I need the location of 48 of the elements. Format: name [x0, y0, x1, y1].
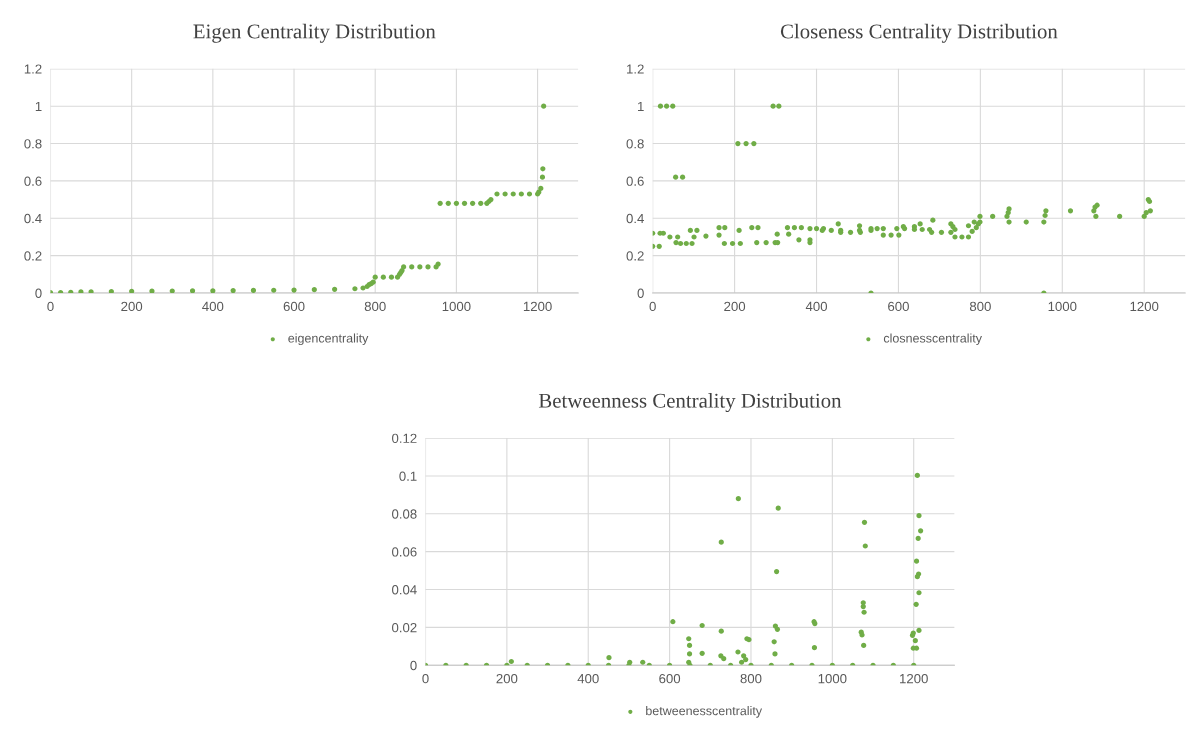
y-tick-label: 0.08 — [392, 509, 417, 519]
x-tick-label: 1000 — [442, 301, 471, 312]
x-tick-label: 600 — [283, 301, 305, 312]
x-tick-label: 0 — [649, 301, 656, 312]
y-tick-label: 0.2 — [626, 251, 644, 261]
x-tick-label: 1200 — [1130, 301, 1159, 312]
chart-title: Closeness Centrality Distribution — [780, 23, 1058, 43]
chart-title: Betweenness Centrality Distribution — [538, 393, 842, 413]
x-tick-label: 1200 — [523, 301, 552, 312]
x-tick-label: 200 — [724, 301, 746, 312]
x-tick-label: 400 — [577, 673, 599, 684]
y-tick-label: 0.8 — [626, 139, 644, 149]
y-tick-label: 0.06 — [392, 547, 417, 557]
x-tick-label: 200 — [121, 301, 143, 312]
x-tick-label: 200 — [496, 673, 518, 684]
x-tick-label: 800 — [364, 301, 386, 312]
y-tick-label: 0.02 — [392, 622, 417, 633]
x-tick-label: 1000 — [818, 673, 847, 684]
y-tick-label: 0.2 — [24, 251, 42, 261]
x-tick-label: 600 — [659, 673, 681, 684]
y-tick-label: 0 — [410, 660, 417, 671]
legend-label: betweenesscentrality — [646, 706, 763, 718]
y-tick-label: 0 — [35, 288, 42, 298]
y-tick-label: 0.12 — [392, 433, 417, 443]
x-tick-label: 800 — [969, 301, 991, 312]
x-tick-label: 0 — [47, 301, 54, 312]
legend-label: eigencentrality — [288, 333, 369, 346]
y-tick-label: 0.6 — [24, 176, 42, 186]
x-tick-label: 400 — [202, 301, 224, 312]
y-tick-label: 1 — [638, 101, 644, 111]
y-tick-label: 1.2 — [627, 64, 644, 74]
y-tick-label: 0.4 — [24, 213, 42, 224]
y-tick-label: 1 — [35, 101, 42, 111]
x-tick-label: 800 — [740, 673, 762, 684]
legend-label: closnesscentrality — [883, 333, 982, 346]
y-tick-label: 0.8 — [24, 139, 42, 149]
y-tick-label: 0.1 — [399, 471, 417, 481]
y-tick-label: 0.04 — [392, 585, 417, 595]
y-tick-label: 1.2 — [24, 64, 42, 74]
x-tick-label: 1200 — [900, 673, 928, 684]
y-tick-label: 0 — [637, 288, 644, 298]
y-tick-label: 0.6 — [626, 176, 644, 186]
x-tick-label: 1000 — [1048, 301, 1077, 312]
x-tick-label: 0 — [422, 673, 429, 684]
x-tick-label: 400 — [805, 301, 828, 312]
chart-title: Eigen Centrality Distribution — [193, 23, 436, 43]
x-tick-label: 600 — [888, 301, 909, 312]
y-tick-label: 0.4 — [626, 213, 644, 224]
